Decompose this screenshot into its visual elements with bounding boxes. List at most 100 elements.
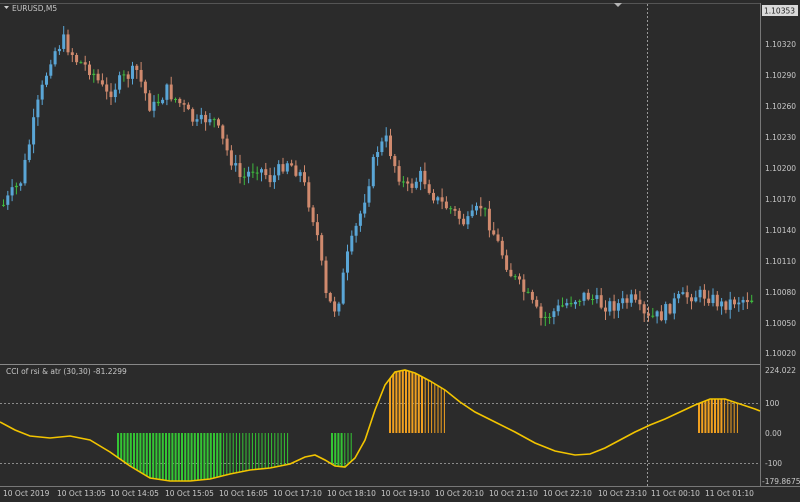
shift-marker-icon[interactable] [614, 3, 622, 7]
candle-body [88, 64, 91, 76]
candle-body [242, 176, 246, 178]
candle-body [548, 316, 552, 318]
candle-body [281, 164, 285, 172]
time-axis-label: 10 Oct 15:05 [165, 489, 214, 498]
candle-body [217, 119, 220, 126]
candle-body [715, 294, 719, 307]
price-axis-label: 1.10110 [765, 257, 796, 266]
candle-body [436, 197, 440, 201]
candle-body [668, 304, 672, 314]
price-axis[interactable]: 1.10320 1.10290 1.10260 1.10230 1.10200 … [765, 40, 796, 358]
candle-body [53, 51, 57, 65]
candle-body [733, 299, 736, 305]
time-axis-label: 10 Oct 13:05 [57, 489, 106, 498]
candle-body [384, 135, 388, 142]
candle-body [664, 304, 668, 321]
candle-body [199, 114, 203, 120]
candle-body [303, 172, 306, 183]
candle-body [724, 301, 728, 310]
candle-body [324, 260, 328, 294]
candle-body [608, 301, 612, 312]
candle-body [354, 225, 358, 236]
time-axis-label: 10 Oct 20:10 [435, 489, 484, 498]
candle-body [397, 166, 401, 182]
candle-body [105, 84, 109, 92]
candle-body [350, 235, 354, 252]
price-axis-label: 1.10140 [765, 226, 796, 235]
candle-body [294, 165, 298, 176]
candle-body [208, 119, 212, 123]
candle-body [380, 141, 384, 153]
price-axis-label: 1.10080 [765, 288, 796, 297]
candle-body [591, 299, 595, 301]
candle-body [625, 298, 629, 303]
candle-body [6, 195, 10, 205]
candle-body [311, 207, 315, 223]
candle-body [479, 205, 483, 209]
indicator-min-label: -179.8675 [762, 477, 800, 486]
candle-body [629, 294, 633, 303]
candle-body [672, 298, 676, 314]
candle-body [268, 175, 272, 183]
candle-body [462, 218, 466, 225]
time-axis-label: 10 Oct 23:10 [598, 489, 647, 498]
candle-body [96, 73, 100, 81]
candle-body [92, 73, 96, 76]
candle-body [561, 305, 564, 307]
candle-body [255, 172, 259, 174]
candle-body [694, 297, 698, 302]
candle-body [492, 230, 496, 235]
candle-body [225, 138, 229, 151]
symbol-title: EURUSD,M5 [12, 4, 57, 13]
candle-body [367, 186, 371, 203]
candle-body [49, 64, 53, 76]
candle-body [285, 163, 289, 172]
candle-body [513, 276, 517, 278]
current-price-tag [762, 5, 798, 16]
candle-body [737, 302, 741, 305]
time-axis[interactable]: 10 Oct 2019 10 Oct 13:05 10 Oct 14:05 10… [3, 489, 754, 498]
candle-body [27, 144, 31, 160]
price-axis-label: 1.10050 [765, 319, 796, 328]
candle-body [522, 279, 526, 292]
candle-body [376, 152, 380, 158]
candle-body [75, 54, 79, 63]
candle-body [698, 289, 702, 298]
candle-body [148, 93, 152, 111]
candle-body [14, 185, 18, 188]
candle-body [156, 101, 160, 104]
candle-body [290, 163, 294, 166]
candle-body [457, 210, 461, 219]
candle-body [182, 103, 186, 105]
current-price-label: 1.10353 [764, 7, 795, 16]
candle-body [745, 299, 749, 303]
dropdown-triangle-icon[interactable] [4, 6, 9, 9]
candle-body [191, 109, 195, 122]
candle-body [2, 204, 5, 206]
candle-body [264, 169, 268, 176]
candle-body [509, 269, 513, 277]
candle-body [178, 98, 182, 104]
indicator-title: CCI of rsi & atr (30,30) -81.2299 [6, 367, 127, 376]
candle-body [238, 163, 242, 177]
candle-body [466, 216, 470, 225]
cci-histogram-layer [117, 370, 738, 481]
candle-body [126, 74, 130, 79]
price-axis-label: 1.10170 [765, 195, 796, 204]
candle-body [83, 62, 87, 65]
candle-body [186, 104, 190, 110]
candle-body [320, 235, 324, 261]
candle-body [647, 313, 650, 316]
candle-body [234, 163, 238, 166]
candle-body [135, 65, 139, 70]
candle-body [444, 201, 448, 209]
candle-body [371, 157, 375, 187]
candle-body [690, 297, 693, 302]
candle-body [36, 99, 40, 118]
candle-body [221, 125, 225, 139]
candle-body [122, 74, 126, 76]
candle-body [423, 170, 427, 185]
time-axis-label: 10 Oct 17:10 [273, 489, 322, 498]
candle-body [346, 251, 349, 273]
